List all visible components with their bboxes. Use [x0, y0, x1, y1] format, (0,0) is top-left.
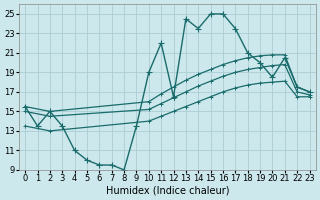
X-axis label: Humidex (Indice chaleur): Humidex (Indice chaleur): [106, 186, 229, 196]
